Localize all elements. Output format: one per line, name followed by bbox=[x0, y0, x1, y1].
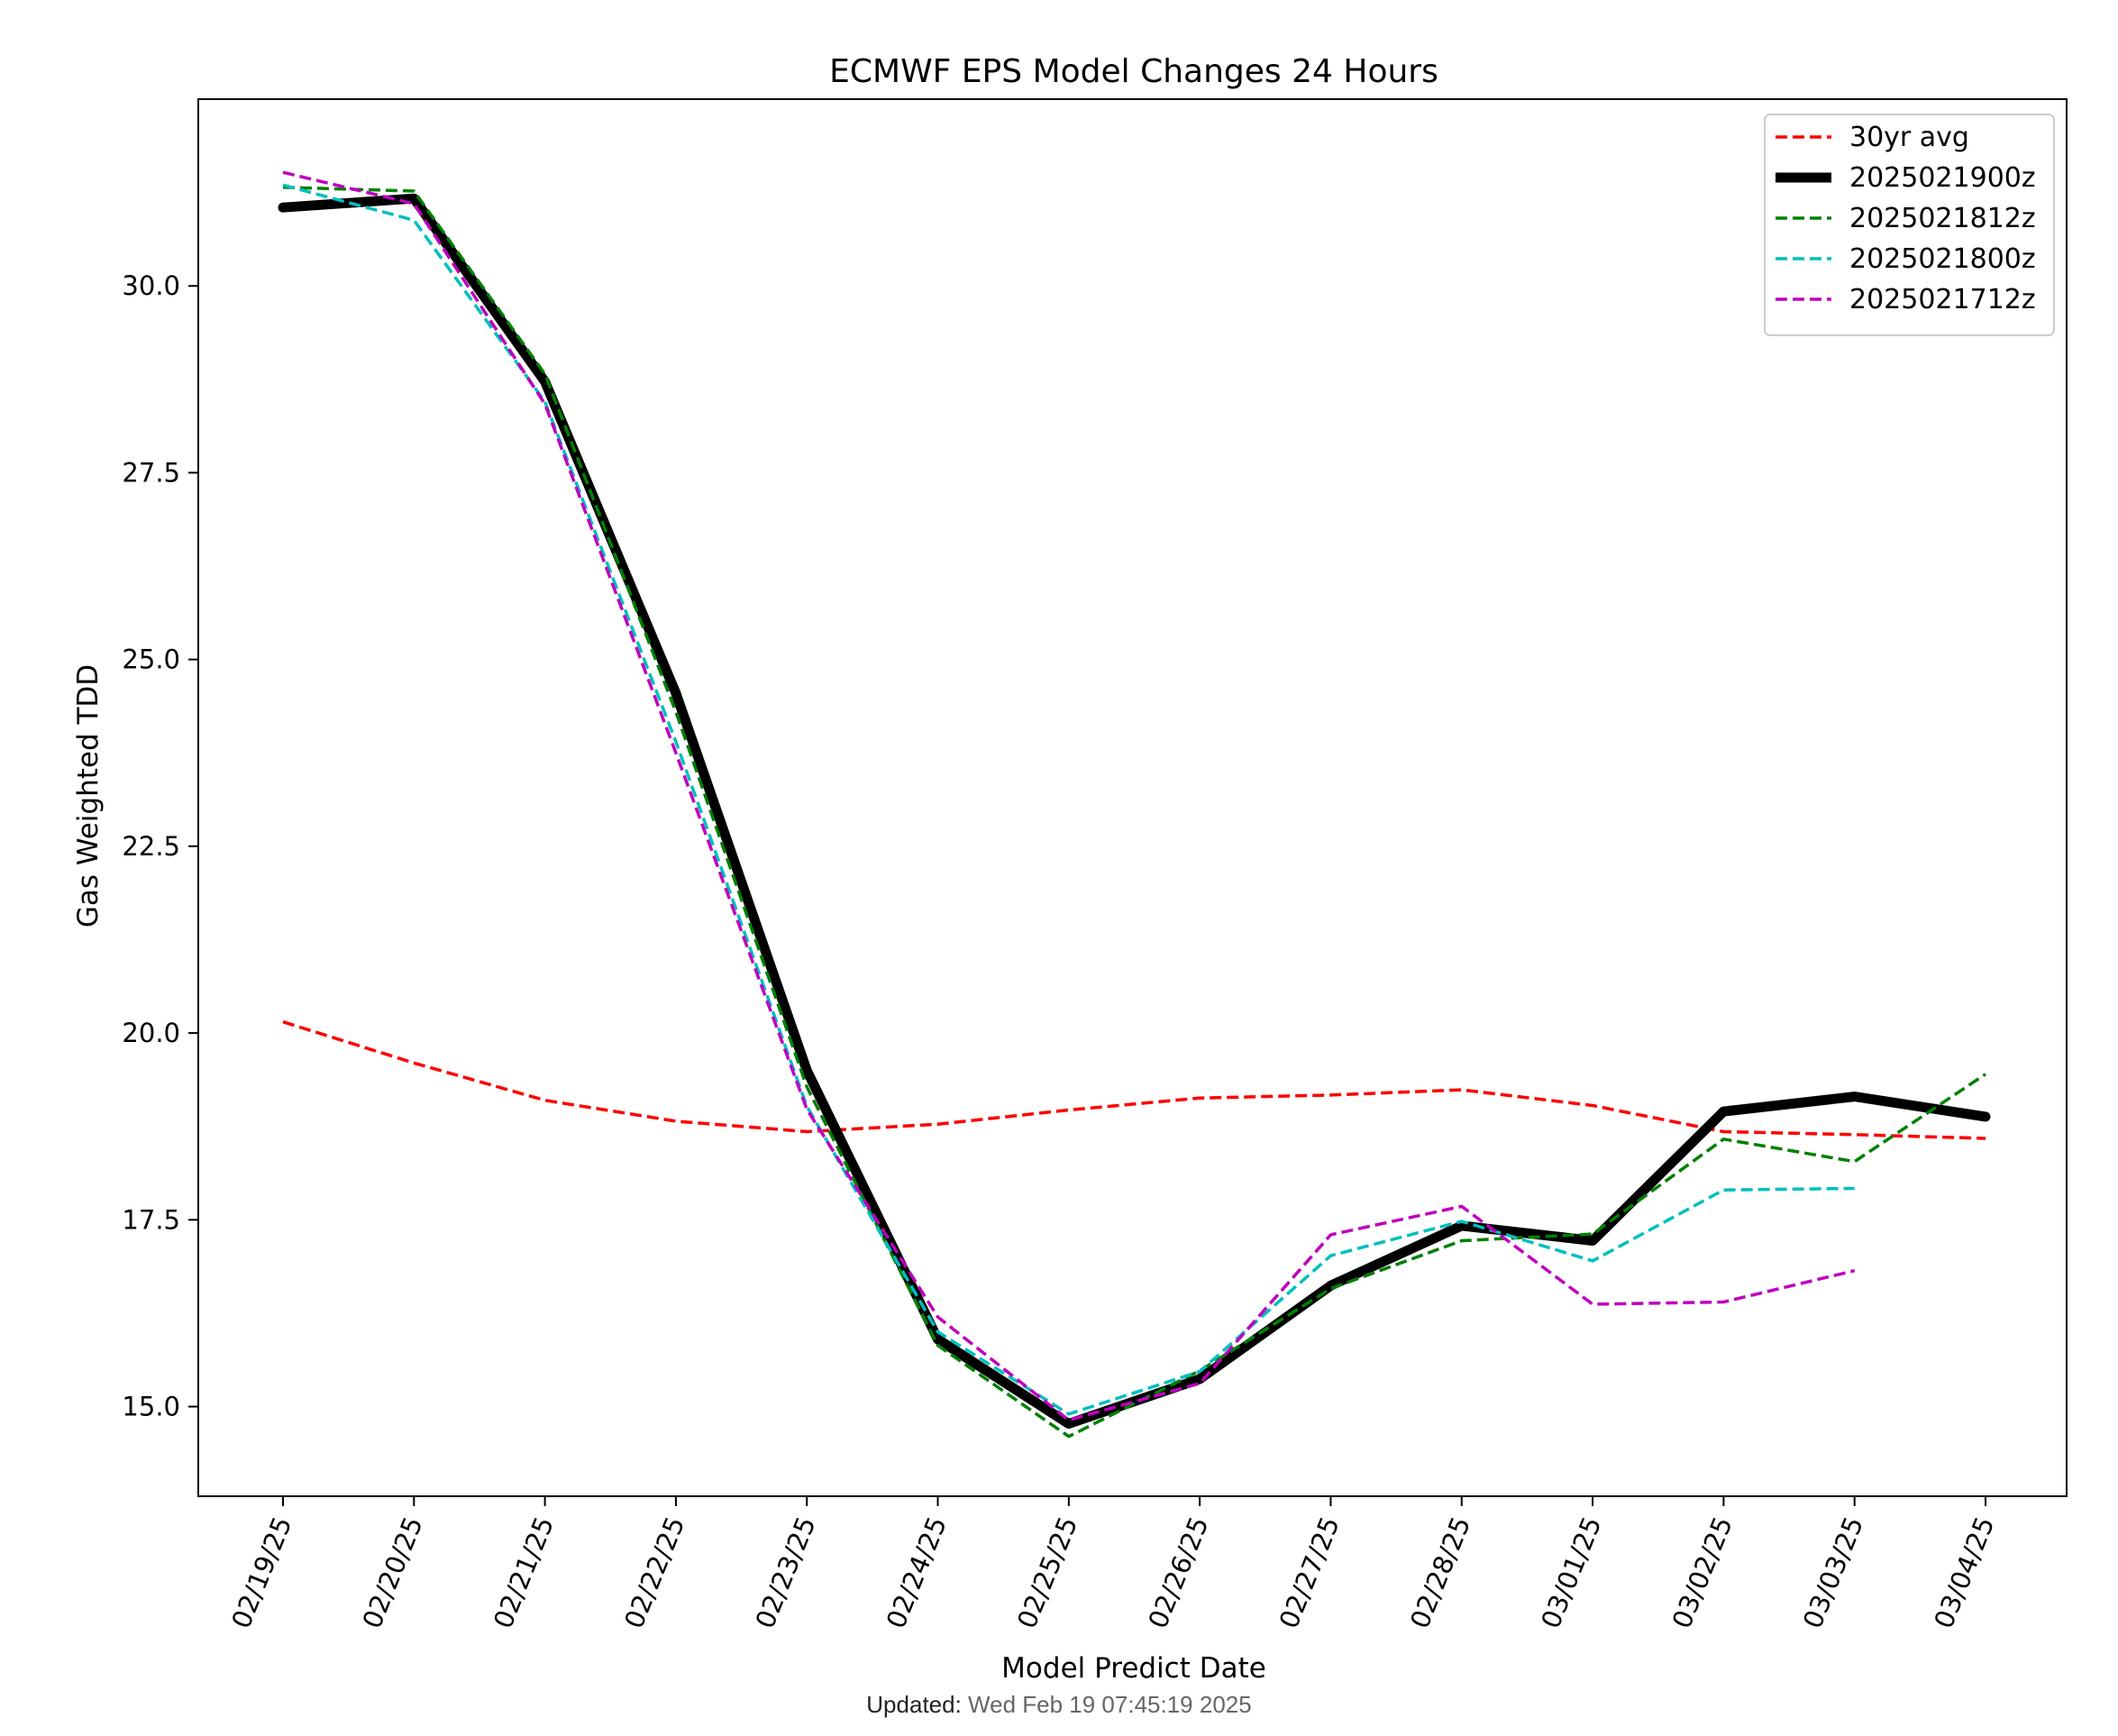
x-tick-label: 02/20/25 bbox=[356, 1512, 428, 1633]
updated-label: Updated: bbox=[866, 1691, 962, 1718]
y-tick-label: 25.0 bbox=[122, 644, 180, 675]
legend-label: 2025021800z bbox=[1849, 243, 2036, 275]
x-tick-label: 02/27/25 bbox=[1274, 1512, 1346, 1633]
series-line-2025021800z bbox=[282, 183, 1855, 1416]
y-axis-label: Gas Weighted TDD bbox=[72, 664, 105, 927]
x-tick-label: 02/25/25 bbox=[1011, 1512, 1083, 1633]
x-tick-label: 02/23/25 bbox=[749, 1512, 821, 1633]
x-tick-label: 02/22/25 bbox=[618, 1512, 690, 1633]
chart-title: ECMWF EPS Model Changes 24 Hours bbox=[829, 53, 1438, 90]
legend-label: 30yr avg bbox=[1849, 122, 1969, 153]
updated-footer: Updated: Wed Feb 19 07:45:19 2025 bbox=[0, 1691, 2118, 1719]
y-tick-label: 17.5 bbox=[122, 1204, 180, 1235]
series-line-2025021712z bbox=[282, 170, 1856, 1422]
x-tick-label: 03/04/25 bbox=[1928, 1512, 2000, 1633]
x-axis-label: Model Predict Date bbox=[1001, 1652, 1266, 1685]
x-tick-label: 03/01/25 bbox=[1535, 1512, 1607, 1633]
series-line-2025021900z bbox=[278, 193, 1991, 1430]
plot-area-frame bbox=[197, 98, 2068, 1497]
y-tick-label: 30.0 bbox=[122, 270, 180, 301]
x-tick-label: 02/24/25 bbox=[881, 1512, 953, 1633]
legend-label: 2025021712z bbox=[1849, 284, 2036, 315]
series-line-30yr-avg bbox=[282, 1020, 1986, 1140]
x-tick-label: 03/03/25 bbox=[1797, 1512, 1869, 1633]
updated-timestamp: Wed Feb 19 07:45:19 2025 bbox=[968, 1691, 1252, 1718]
x-tick-label: 03/02/25 bbox=[1666, 1512, 1739, 1633]
legend-label: 2025021812z bbox=[1849, 203, 2036, 234]
plot-series-layer bbox=[278, 170, 1991, 1439]
y-tick-label: 27.5 bbox=[122, 457, 180, 488]
y-tick-label: 20.0 bbox=[122, 1018, 180, 1048]
series-line-2025021812z bbox=[282, 186, 1986, 1439]
legend-label: 2025021900z bbox=[1849, 162, 2036, 194]
y-tick-label: 15.0 bbox=[122, 1392, 180, 1422]
legend: 30yr avg 2025021900z 2025021812z 2025021800… bbox=[1764, 114, 2055, 336]
legend-box bbox=[1764, 114, 2055, 336]
x-tick-label: 02/21/25 bbox=[488, 1512, 560, 1633]
x-tick-label: 02/28/25 bbox=[1404, 1512, 1476, 1633]
y-tick-label: 22.5 bbox=[122, 831, 180, 862]
x-tick-label: 02/19/25 bbox=[225, 1512, 297, 1633]
x-tick-label: 02/26/25 bbox=[1142, 1512, 1214, 1633]
y-axis: 15.0 17.5 20.0 22.5 25.0 27.5 30.0 bbox=[122, 270, 198, 1422]
x-axis: 02/19/25 02/20/25 02/21/25 02/22/25 02/23/25… bbox=[225, 1496, 2000, 1632]
